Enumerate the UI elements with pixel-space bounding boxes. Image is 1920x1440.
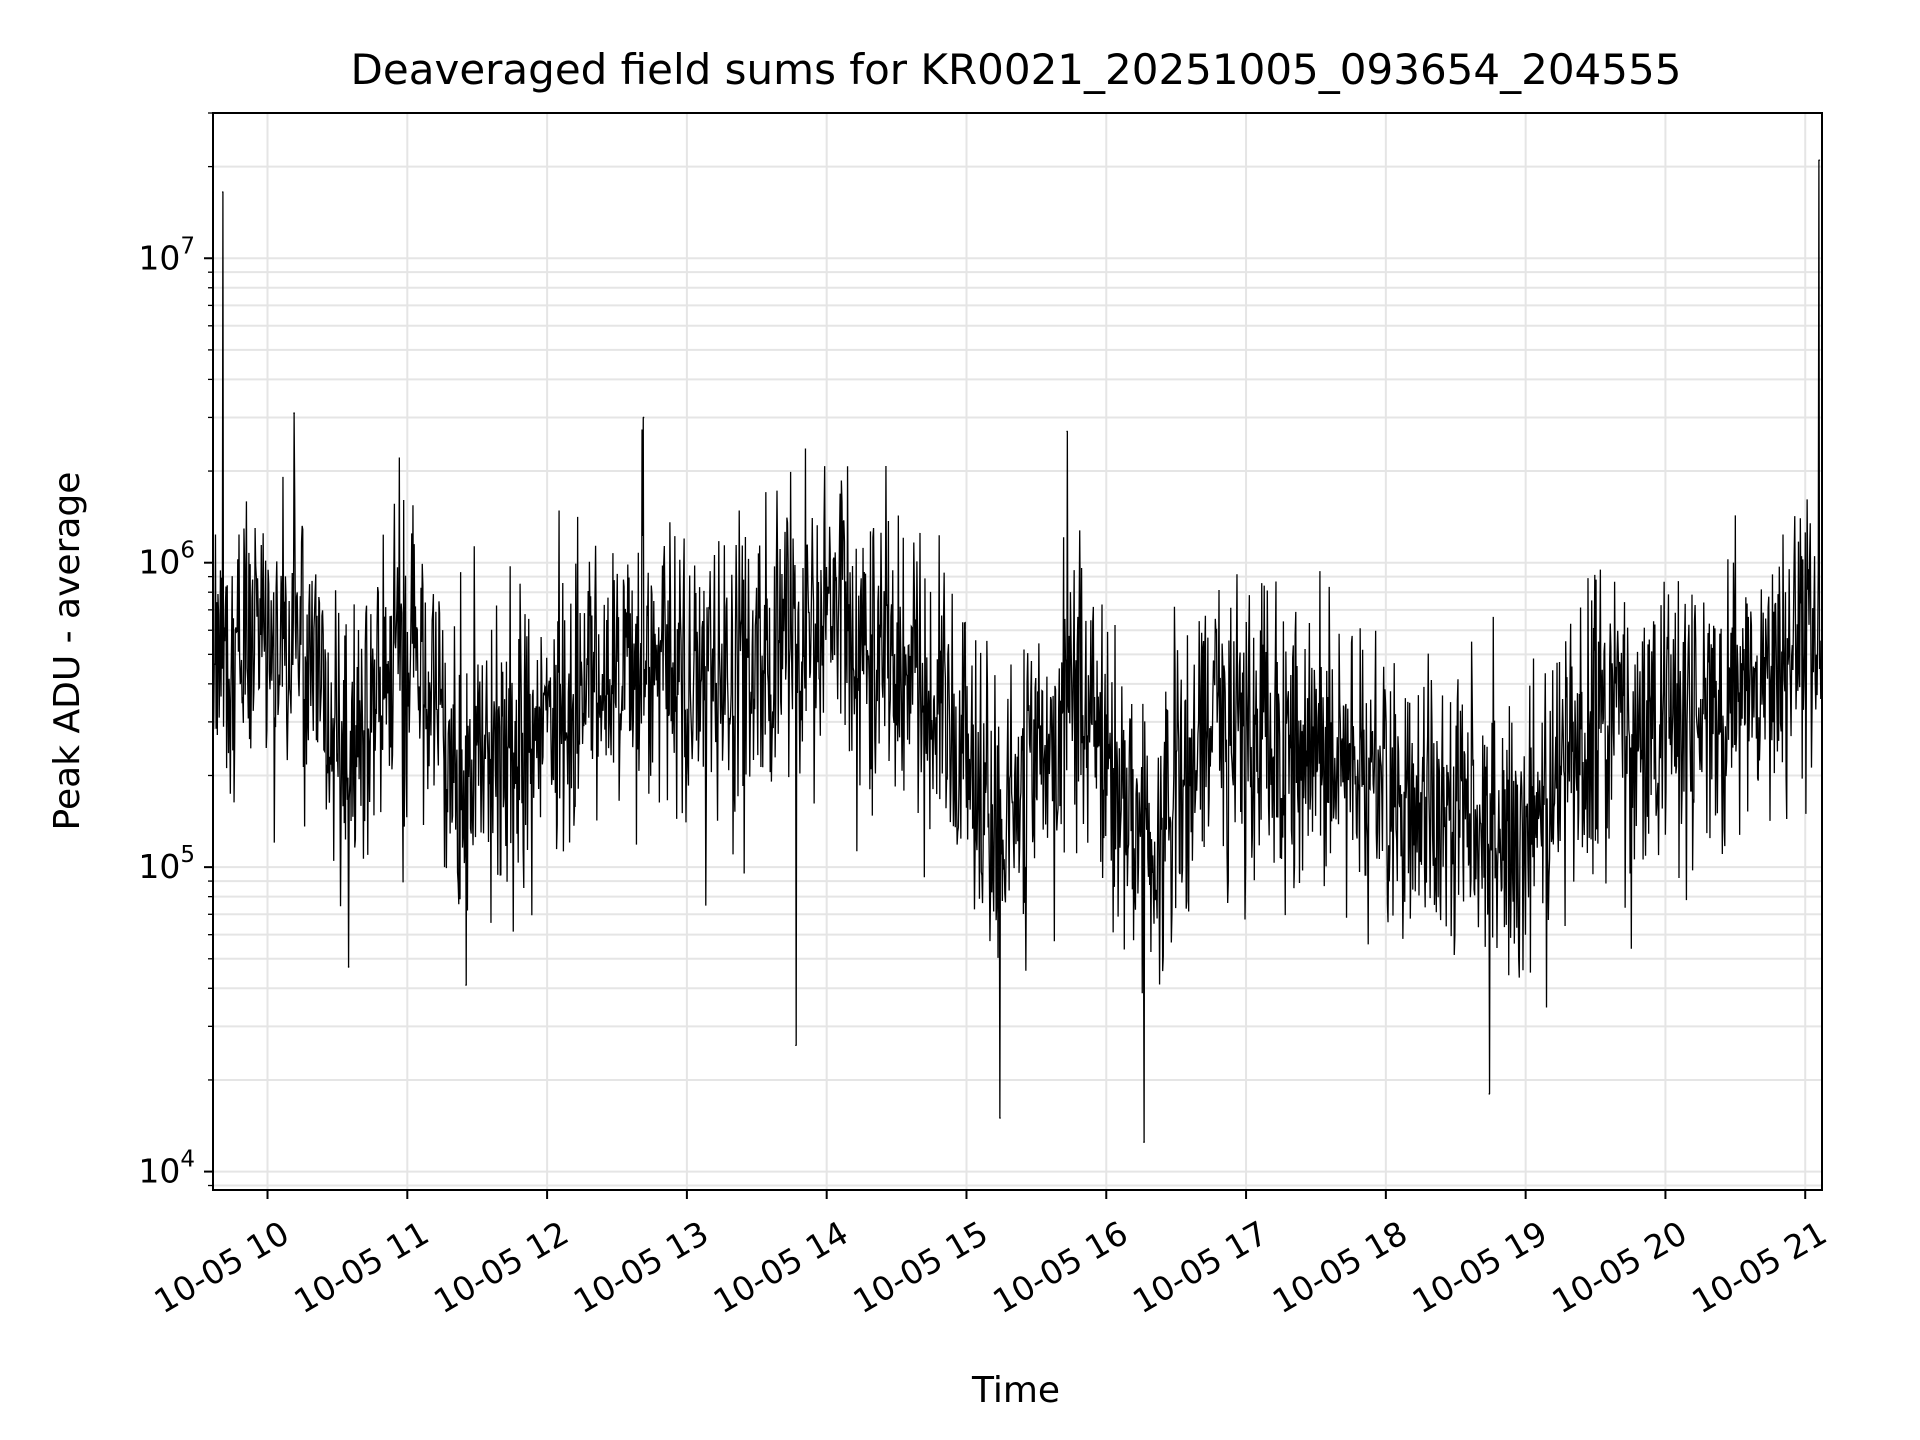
- notable-point: [1066, 430, 1068, 433]
- y-tick-base: 10: [138, 543, 180, 582]
- y-tick-base: 10: [138, 847, 180, 886]
- notable-point: [642, 416, 645, 419]
- notable-point: [347, 966, 350, 968]
- y-tick-exponent: 7: [180, 233, 195, 259]
- notable-point: [465, 984, 467, 986]
- notable-point: [221, 191, 224, 193]
- notable-point: [293, 412, 295, 414]
- y-tick-exponent: 6: [180, 538, 195, 564]
- notable-point: [795, 1044, 797, 1047]
- x-axis-label: Time: [971, 1370, 1060, 1411]
- y-tick-label: 107: [138, 233, 195, 277]
- y-tick-base: 10: [138, 238, 180, 277]
- data-series: [212, 159, 1823, 1143]
- notable-point: [1143, 1141, 1145, 1143]
- y-tick-base: 10: [138, 1152, 180, 1191]
- y-tick-label: 104: [138, 1147, 195, 1191]
- grid: [213, 112, 1822, 1190]
- notable-point: [1488, 1093, 1491, 1095]
- y-tick-label: 105: [138, 842, 195, 886]
- plot-frame: [212, 112, 1823, 1191]
- notable-point: [1818, 159, 1821, 161]
- y-tick-exponent: 5: [180, 842, 195, 868]
- notable-point: [999, 1117, 1001, 1119]
- y-tick-exponent: 4: [180, 1147, 195, 1173]
- y-tick-label: 106: [138, 538, 195, 582]
- y-axis-label: Peak ADU - average: [47, 472, 88, 831]
- series-line: [212, 160, 1823, 1143]
- chart-title: Deaveraged field sums for KR0021_2025100…: [351, 45, 1682, 94]
